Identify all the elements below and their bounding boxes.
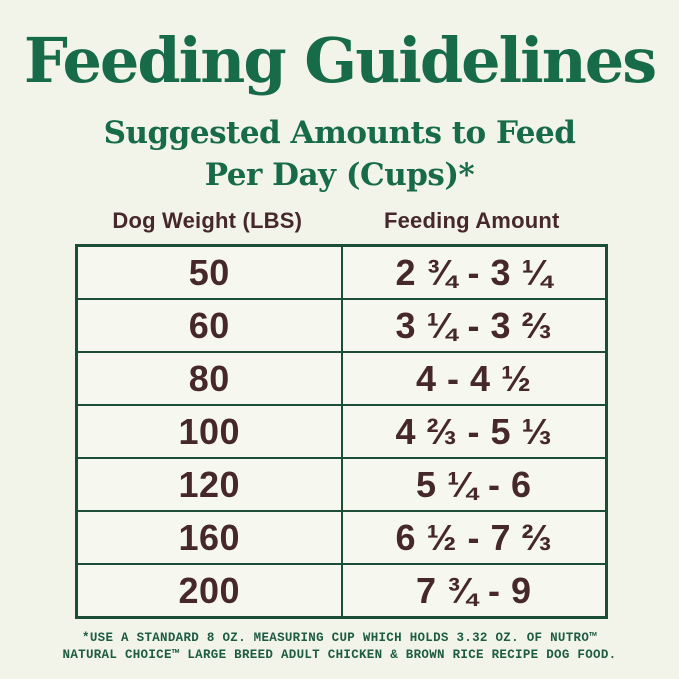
feeding-guidelines-table: 50 2 ¾ - 3 ¼ 60 3 ¼ - 3 ⅔ 80 4 - 4 ½ 100… [75, 244, 608, 619]
subtitle-line-2: Per Day (Cups)* [204, 157, 475, 193]
amount-cell: 2 ¾ - 3 ¼ [341, 246, 606, 299]
weight-cell: 60 [77, 299, 342, 352]
weight-cell: 200 [77, 564, 342, 617]
table-row: 100 4 ⅔ - 5 ⅓ [77, 405, 606, 458]
page-subtitle: Suggested Amounts to Feed Per Day (Cups)… [0, 112, 679, 196]
amount-cell: 3 ¼ - 3 ⅔ [341, 299, 606, 352]
weight-cell: 120 [77, 458, 342, 511]
weight-cell: 160 [77, 511, 342, 564]
weight-cell: 50 [77, 246, 342, 299]
amount-cell: 4 - 4 ½ [341, 352, 606, 405]
table-column-headers: Dog Weight (LBS) Feeding Amount [75, 208, 604, 234]
table-row: 160 6 ½ - 7 ⅔ [77, 511, 606, 564]
footnote-line-1: *USE A STANDARD 8 OZ. MEASURING CUP WHIC… [82, 631, 597, 645]
table-row: 60 3 ¼ - 3 ⅔ [77, 299, 606, 352]
column-header-dog-weight: Dog Weight (LBS) [112, 208, 303, 233]
subtitle-line-1: Suggested Amounts to Feed [103, 115, 576, 151]
weight-cell: 100 [77, 405, 342, 458]
amount-cell: 7 ¾ - 9 [341, 564, 606, 617]
footnote-line-2: NATURAL CHOICE™ LARGE BREED ADULT CHICKE… [62, 648, 617, 662]
table-row: 80 4 - 4 ½ [77, 352, 606, 405]
table-row: 120 5 ¼ - 6 [77, 458, 606, 511]
footnote: *USE A STANDARD 8 OZ. MEASURING CUP WHIC… [0, 630, 679, 664]
weight-cell: 80 [77, 352, 342, 405]
column-header-feeding-amount: Feeding Amount [383, 208, 560, 233]
amount-cell: 6 ½ - 7 ⅔ [341, 511, 606, 564]
table-row: 200 7 ¾ - 9 [77, 564, 606, 617]
amount-cell: 4 ⅔ - 5 ⅓ [341, 405, 606, 458]
page-title: Feeding Guidelines [23, 24, 657, 97]
amount-cell: 5 ¼ - 6 [341, 458, 606, 511]
table-row: 50 2 ¾ - 3 ¼ [77, 246, 606, 299]
